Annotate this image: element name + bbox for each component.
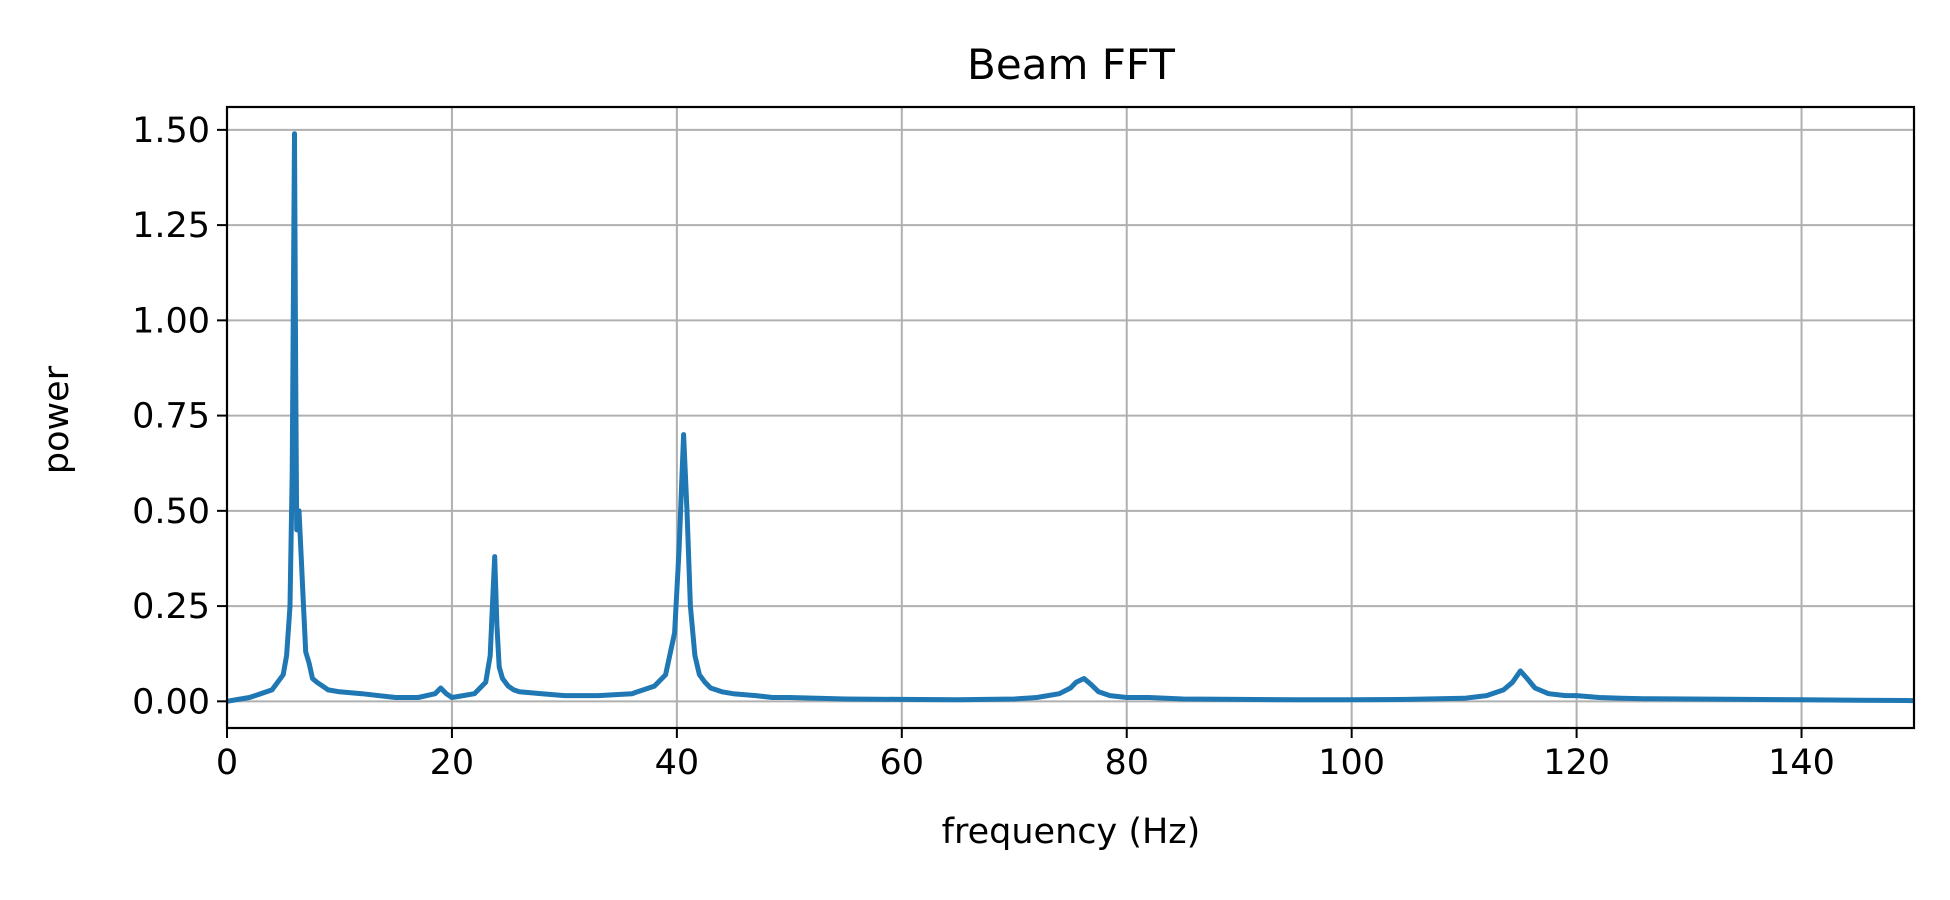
- x-tick-label: 20: [430, 743, 475, 783]
- x-axis: 0 20 40 60 80 100 120 140: [216, 728, 1835, 783]
- x-tick-label: 100: [1318, 743, 1385, 783]
- y-tick-label: 1.25: [132, 206, 210, 246]
- y-tick-label: 0.00: [132, 682, 210, 722]
- y-axis-title: power: [37, 365, 77, 474]
- series-group: [227, 131, 1914, 704]
- x-tick-label: 80: [1104, 743, 1149, 783]
- x-tick-label: 0: [216, 743, 238, 783]
- x-tick-label: 60: [880, 743, 925, 783]
- y-tick-label: 0.75: [132, 397, 210, 437]
- y-axis: 0.00 0.25 0.50 0.75 1.00 1.25 1.50: [132, 111, 227, 722]
- x-axis-title: frequency (Hz): [942, 812, 1201, 852]
- x-tick-label: 140: [1768, 743, 1835, 783]
- y-tick-label: 0.25: [132, 587, 210, 627]
- x-tick-label: 40: [655, 743, 700, 783]
- grid: [226, 107, 1914, 728]
- x-tick-label: 120: [1543, 743, 1610, 783]
- chart-title: Beam FFT: [967, 40, 1175, 89]
- plot-frame: [225, 105, 1916, 730]
- series-line: [227, 131, 1914, 704]
- y-tick-label: 1.50: [132, 111, 210, 151]
- y-tick-label: 0.50: [132, 492, 210, 532]
- y-tick-label: 1.00: [132, 301, 210, 341]
